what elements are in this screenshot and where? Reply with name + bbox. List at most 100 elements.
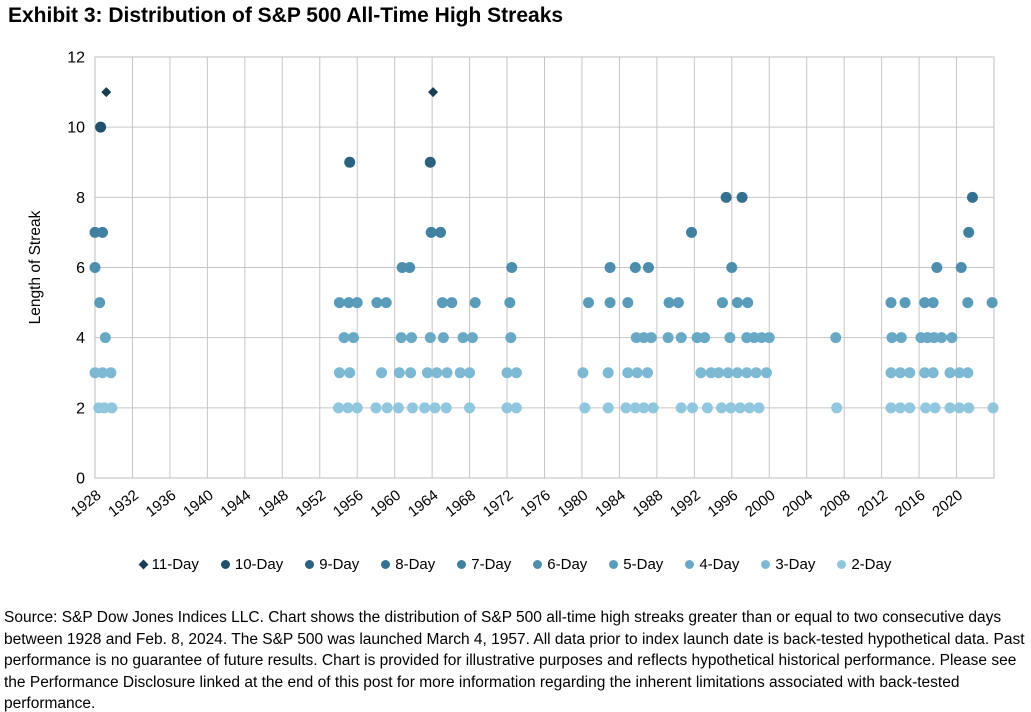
data-point-2-Day bbox=[920, 402, 932, 414]
data-point-2-Day bbox=[929, 402, 941, 414]
data-point-7-Day bbox=[963, 226, 975, 238]
data-point-5-Day bbox=[742, 297, 754, 309]
data-point-8-Day bbox=[966, 191, 978, 203]
data-point-5-Day bbox=[351, 297, 363, 309]
x-tick-label: 1984 bbox=[592, 487, 629, 521]
x-tick-label: 2004 bbox=[779, 487, 816, 521]
data-point-3-Day bbox=[731, 367, 743, 379]
scatter-plot: 0 2 4 6 8 10 12 1928 1932 1936 1940 1944 1948 1952 195… bbox=[27, 50, 999, 521]
y-tick-label: 6 bbox=[76, 260, 85, 277]
data-point-5-Day bbox=[919, 297, 931, 309]
x-tick-label: 1988 bbox=[630, 487, 667, 521]
data-point-6-Day bbox=[726, 262, 738, 273]
data-point-7-Day bbox=[96, 226, 108, 238]
data-point-3-Day bbox=[919, 367, 931, 379]
data-point-11-Day bbox=[428, 87, 439, 98]
y-tick-label: 10 bbox=[67, 120, 85, 137]
data-point-2-Day bbox=[370, 402, 382, 414]
data-point-4-Day bbox=[505, 332, 517, 344]
legend-marker-circle bbox=[837, 560, 847, 569]
data-point-5-Day bbox=[333, 297, 345, 309]
data-point-2-Day bbox=[638, 402, 650, 414]
data-point-2-Day bbox=[734, 402, 746, 414]
data-point-2-Day bbox=[831, 402, 843, 414]
data-point-4-Day bbox=[662, 332, 674, 344]
legend-marker-circle bbox=[381, 560, 391, 569]
data-point-2-Day bbox=[381, 402, 393, 414]
y-tick-label: 4 bbox=[76, 330, 85, 347]
x-tick-label: 1996 bbox=[704, 487, 741, 521]
legend-item-9-Day: 9-Day bbox=[305, 556, 359, 573]
data-point-4-Day bbox=[830, 332, 842, 344]
legend-label: 3-Day bbox=[775, 556, 816, 573]
legend-label: 7-Day bbox=[471, 556, 512, 573]
x-tick-label: 1976 bbox=[517, 487, 554, 521]
data-point-2-Day bbox=[579, 402, 591, 414]
legend-label: 11-Day bbox=[151, 556, 199, 573]
data-point-4-Day bbox=[886, 332, 898, 344]
legend-item-6-Day: 6-Day bbox=[533, 556, 587, 573]
data-point-2-Day bbox=[647, 402, 659, 414]
data-point-8-Day bbox=[736, 191, 748, 203]
data-point-2-Day bbox=[419, 402, 431, 414]
data-point-4-Day bbox=[347, 332, 359, 344]
y-axis-label: Length of Streak bbox=[27, 210, 44, 324]
data-point-5-Day bbox=[885, 297, 897, 309]
data-point-2-Day bbox=[629, 402, 641, 414]
legend-item-2-Day: 2-Day bbox=[837, 556, 891, 573]
legend-item-5-Day: 5-Day bbox=[609, 556, 663, 573]
data-point-4-Day bbox=[99, 332, 111, 344]
data-point-5-Day bbox=[716, 297, 728, 309]
data-point-5-Day bbox=[343, 297, 355, 309]
data-point-5-Day bbox=[899, 297, 911, 309]
data-point-2-Day bbox=[501, 402, 513, 414]
data-point-2-Day bbox=[392, 402, 404, 414]
legend-marker-circle bbox=[457, 560, 467, 569]
legend-item-4-Day: 4-Day bbox=[685, 556, 739, 573]
data-point-3-Day bbox=[631, 367, 643, 379]
data-point-3-Day bbox=[501, 367, 513, 379]
legend-marker-diamond bbox=[138, 559, 149, 570]
data-point-3-Day bbox=[904, 367, 916, 379]
data-point-2-Day bbox=[106, 402, 118, 414]
x-tick-label: 1968 bbox=[442, 487, 479, 521]
data-point-3-Day bbox=[962, 367, 974, 379]
y-tick-label: 2 bbox=[76, 400, 85, 417]
data-point-3-Day bbox=[750, 367, 762, 379]
data-point-2-Day bbox=[987, 402, 999, 414]
x-tick-label: 1964 bbox=[405, 487, 442, 521]
data-point-5-Day bbox=[604, 297, 616, 309]
data-point-5-Day bbox=[446, 297, 458, 309]
data-point-2-Day bbox=[904, 402, 916, 414]
data-point-2-Day bbox=[953, 402, 965, 414]
data-point-2-Day bbox=[342, 402, 354, 414]
legend-marker-circle bbox=[685, 560, 695, 569]
data-point-2-Day bbox=[894, 402, 906, 414]
data-point-3-Day bbox=[602, 367, 614, 379]
data-point-5-Day bbox=[622, 297, 634, 309]
chart-title: Exhibit 3: Distribution of S&P 500 All-T… bbox=[8, 4, 564, 27]
data-point-2-Day bbox=[744, 402, 756, 414]
data-point-3-Day bbox=[722, 367, 734, 379]
x-tick-label: 2000 bbox=[742, 487, 779, 521]
y-tick-label: 12 bbox=[67, 50, 85, 67]
legend-item-7-Day: 7-Day bbox=[457, 556, 511, 573]
data-point-3-Day bbox=[760, 367, 772, 379]
x-tick-label: 2012 bbox=[854, 487, 891, 521]
data-point-6-Day bbox=[629, 262, 641, 273]
data-point-2-Day bbox=[510, 402, 522, 414]
data-point-3-Day bbox=[622, 367, 634, 379]
data-point-4-Day bbox=[724, 332, 736, 344]
data-point-5-Day bbox=[731, 297, 743, 309]
x-tick-label: 1948 bbox=[255, 487, 292, 521]
data-point-10-Day bbox=[95, 121, 107, 133]
data-point-4-Day bbox=[699, 332, 711, 344]
data-point-2-Day bbox=[429, 402, 441, 414]
data-point-4-Day bbox=[437, 332, 449, 344]
data-point-3-Day bbox=[885, 367, 897, 379]
data-point-4-Day bbox=[395, 332, 407, 344]
legend-label: 4-Day bbox=[699, 556, 740, 573]
data-point-5-Day bbox=[504, 297, 516, 309]
data-point-6-Day bbox=[506, 262, 518, 273]
x-tick-label: 1980 bbox=[555, 487, 592, 521]
